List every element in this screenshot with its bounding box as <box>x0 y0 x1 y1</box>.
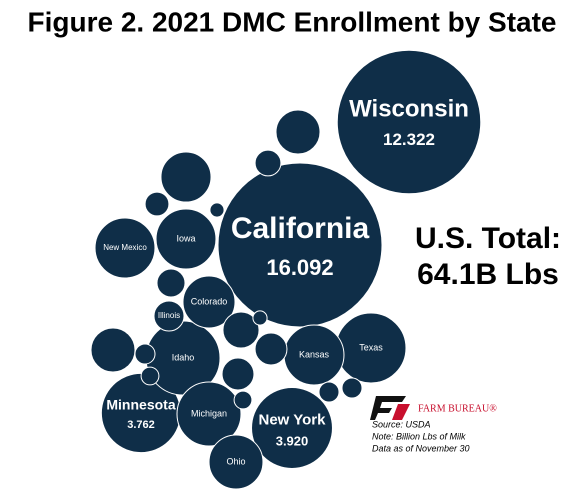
bubble <box>144 191 170 217</box>
bubble-label: Wisconsin <box>349 95 469 122</box>
bubble <box>336 49 482 195</box>
annotation: U.S. Total: <box>415 222 561 255</box>
bubble-label: New Mexico <box>103 243 147 252</box>
bubble <box>251 387 333 469</box>
bubble <box>254 149 282 177</box>
bubble <box>254 332 288 366</box>
bubble <box>275 109 321 155</box>
bubble <box>217 162 383 328</box>
bubble <box>341 377 363 399</box>
source-note: Note: Billion Lbs of Milk <box>372 431 466 441</box>
chart-title: Figure 2. 2021 DMC Enrollment by State <box>27 6 556 37</box>
bubble-label: Texas <box>359 342 383 352</box>
bubble <box>176 381 242 447</box>
bubble <box>134 343 156 365</box>
source-note: Source: USDA <box>372 419 431 429</box>
bubble <box>155 208 217 270</box>
bubble-label: Illinois <box>158 311 180 320</box>
bubble-label: Kansas <box>299 349 330 359</box>
bubble-label: Ohio <box>226 456 245 466</box>
bubble <box>182 275 236 329</box>
bubble <box>90 327 136 373</box>
bubble-label: Colorado <box>191 296 228 306</box>
value-label: 3.920 <box>276 434 309 449</box>
bubble-label: Iowa <box>176 233 195 243</box>
annotation: 64.1B Lbs <box>417 258 559 291</box>
logo-text: FARM BUREAU® <box>418 403 497 414</box>
bubble-label: Michigan <box>191 408 227 418</box>
bubble <box>94 217 156 279</box>
bubble <box>208 434 264 490</box>
bubble <box>318 381 340 403</box>
bubble-label: California <box>231 212 370 245</box>
bubble <box>233 390 253 410</box>
bubble <box>153 300 185 332</box>
logo-icon <box>370 396 410 420</box>
bubble <box>209 202 225 218</box>
bubble <box>252 310 268 326</box>
value-label: 12.322 <box>383 130 435 149</box>
bubble <box>156 268 186 298</box>
bubble <box>140 366 160 386</box>
bubble <box>222 311 260 349</box>
value-label: 16.092 <box>266 255 333 280</box>
bubble-label: Idaho <box>172 352 195 362</box>
source-note: Data as of November 30 <box>372 443 470 453</box>
value-label: 3.762 <box>127 419 155 431</box>
bubble-label: New York <box>259 411 327 428</box>
bubble-label: Minnesota <box>106 397 175 413</box>
bubble <box>221 357 255 391</box>
bubble <box>160 151 212 203</box>
